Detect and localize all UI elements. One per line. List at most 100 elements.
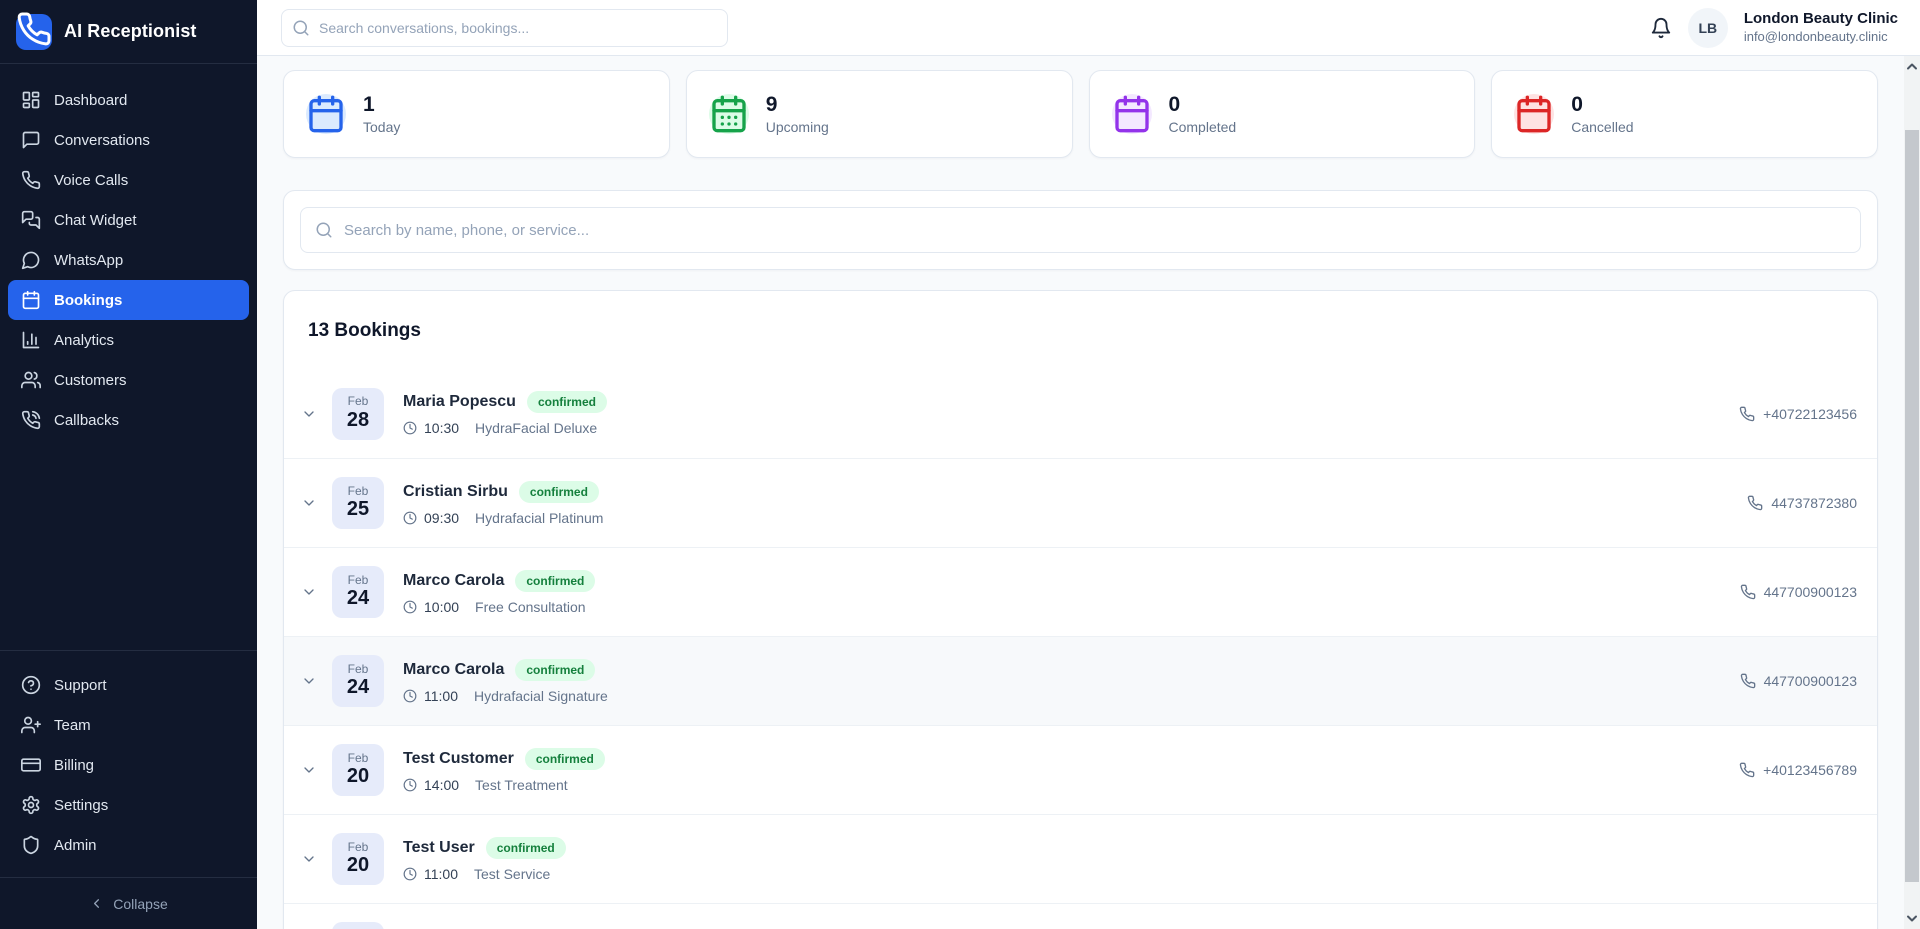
sidebar-item-chat-widget[interactable]: Chat Widget (8, 200, 249, 240)
booking-phone: 44737872380 (1747, 495, 1857, 511)
booking-date-month: Feb (347, 750, 369, 765)
sidebar-item-billing[interactable]: Billing (8, 745, 249, 785)
sidebar-item-callbacks[interactable]: Callbacks (8, 400, 249, 440)
app-title: AI Receptionist (64, 21, 197, 41)
clock-icon (403, 511, 417, 525)
booking-date-month: Feb (347, 661, 369, 676)
booking-time: 10:00 (424, 598, 460, 615)
booking-time: 11:00 (424, 865, 458, 882)
dashboard-icon (21, 90, 41, 110)
booking-phone-number: +40123456789 (1763, 762, 1857, 778)
booking-service: Test Treatment (475, 776, 568, 793)
sidebar-item-analytics[interactable]: Analytics (8, 320, 249, 360)
clock-icon (403, 778, 417, 792)
bookings-search-input[interactable] (300, 207, 1861, 253)
booking-date: Feb 20 (332, 833, 384, 885)
booking-service: Test Service (474, 865, 551, 882)
phone-icon (1740, 673, 1756, 689)
chevron-down-icon[interactable] (301, 851, 317, 867)
booking-date-day: 24 (346, 587, 370, 610)
sidebar-item-voice-calls[interactable]: Voice Calls (8, 160, 249, 200)
avatar[interactable]: LB (1687, 7, 1728, 48)
sidebar-item-team[interactable]: Team (8, 705, 249, 745)
clock-icon (403, 867, 417, 881)
calendar-days-icon (708, 94, 749, 134)
booking-phone-number: 44737872380 (1771, 495, 1857, 511)
clock-icon (403, 421, 417, 435)
stat-label: Today (363, 119, 401, 136)
sidebar-item-label: Customers (54, 371, 127, 389)
status-badge: confirmed (526, 391, 607, 413)
main-content: 1 Today 9 Upcoming 0 Completed 0 Cancelled 13 B… (257, 56, 1904, 929)
sidebar-item-settings[interactable]: Settings (8, 785, 249, 825)
bookings-icon (21, 290, 41, 310)
booking-info: Cristian Sirbu confirmed 09:30 Hydrafacial … (403, 480, 1747, 526)
booking-date: Feb 25 (332, 477, 384, 529)
booking-date-month: Feb (347, 572, 369, 587)
scroll-down-arrow-icon[interactable] (1904, 910, 1920, 927)
callbacks-icon (21, 410, 41, 430)
chevron-down-icon[interactable] (301, 673, 317, 689)
whatsapp-icon (21, 250, 41, 270)
booking-customer-name: Cristian Sirbu (403, 482, 508, 500)
sidebar-item-label: Analytics (54, 331, 115, 349)
global-search-input[interactable] (281, 8, 728, 47)
booking-row[interactable]: Feb 24 Marco Carola confirmed 10:00 Free Cons… (284, 547, 1877, 636)
scrollbar-thumb[interactable] (1905, 130, 1919, 882)
booking-row[interactable]: Feb 20 Test User confirmed 11:00 Test Service (284, 814, 1877, 903)
booking-phone: +40123456789 (1739, 762, 1857, 778)
sidebar-item-bookings[interactable]: Bookings (8, 280, 249, 320)
stat-value: 9 (765, 92, 778, 116)
calendar-icon (1111, 94, 1152, 134)
status-badge: confirmed (515, 658, 596, 681)
sidebar-item-whatsapp[interactable]: WhatsApp (8, 240, 249, 280)
analytics-icon (21, 330, 41, 350)
booking-time: 11:00 (424, 687, 458, 704)
topbar: LB London Beauty Clinic info@londonbeaut… (257, 0, 1920, 56)
stat-text: 1 Today (363, 93, 400, 135)
sidebar-item-label: Settings (54, 796, 109, 814)
sidebar-item-admin[interactable]: Admin (8, 825, 249, 865)
bookings-search (300, 207, 1861, 253)
booking-date: Feb 28 (332, 387, 384, 440)
phone-icon (1739, 406, 1755, 422)
booking-row[interactable]: Feb 28 Maria Popescu confirmed 10:30 HydraFac… (284, 369, 1877, 458)
booking-row[interactable]: Feb 24 Marco Carola confirmed 11:00 Hydrafaci… (284, 636, 1877, 725)
sidebar: AI Receptionist Dashboard Conversations Vo… (0, 0, 257, 929)
chevron-down-icon[interactable] (301, 762, 317, 778)
booking-time: 10:30 (424, 420, 460, 436)
app-logo (16, 11, 52, 52)
sidebar-item-customers[interactable]: Customers (8, 360, 249, 400)
booking-service: Hydrafacial Signature (474, 687, 608, 704)
bookings-card: 13 Bookings Feb 28 Maria Popescu confirmed 1… (283, 290, 1878, 929)
phone-icon (16, 11, 52, 52)
sidebar-item-conversations[interactable]: Conversations (8, 120, 249, 160)
booking-customer-name: Test Customer (403, 749, 514, 767)
phone-icon (1747, 495, 1763, 511)
scroll-up-arrow-icon[interactable] (1904, 58, 1920, 75)
booking-date-day: 28 (346, 408, 370, 431)
booking-service: Hydrafacial Platinum (475, 509, 604, 526)
chevron-down-icon[interactable] (301, 584, 317, 600)
stat-value: 0 (1168, 92, 1181, 116)
search-icon (315, 221, 333, 239)
notifications-bell-icon[interactable] (1650, 17, 1672, 39)
chevron-down-icon[interactable] (301, 495, 317, 511)
phone-icon (1739, 762, 1755, 778)
stat-label: Upcoming (765, 119, 829, 136)
sidebar-item-label: Conversations (54, 131, 150, 149)
sidebar-item-support[interactable]: Support (8, 665, 249, 705)
booking-row[interactable]: Feb 20 Test Customer confirmed 14:00 Test Tre… (284, 725, 1877, 814)
voice-calls-icon (21, 170, 41, 190)
sidebar-item-dashboard[interactable]: Dashboard (8, 80, 249, 120)
chevron-down-icon[interactable] (301, 406, 317, 422)
booking-row[interactable]: Feb 25 Cristian Sirbu confirmed 09:30 Hydrafa… (284, 458, 1877, 547)
booking-time: 14:00 (424, 776, 460, 793)
stat-card-upcoming: 9 Upcoming (685, 70, 1073, 158)
booking-customer-name: Maria Popescu (403, 393, 516, 410)
scrollbar[interactable] (1904, 56, 1920, 929)
org-email: info@londonbeauty.clinic (1743, 28, 1888, 44)
sidebar-item-label: WhatsApp (54, 251, 124, 269)
collapse-button[interactable]: Collapse (0, 877, 257, 929)
